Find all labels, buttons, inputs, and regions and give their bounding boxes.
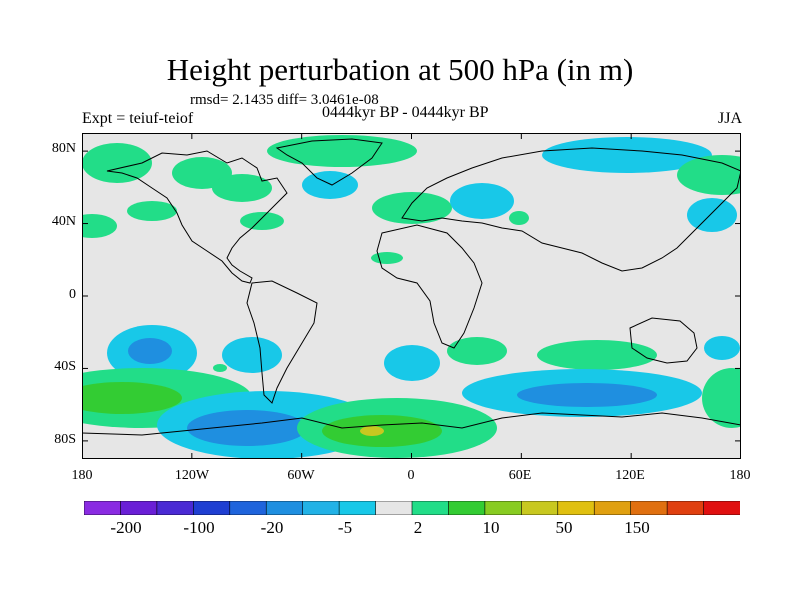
colorbar-cell [411,501,450,515]
anomaly-e-europe [450,183,514,219]
colorbar-cell [557,501,595,515]
colorbar-cell [448,501,486,515]
lon-label-180e: 180 [729,468,751,483]
colorbar-label-5: 10 [482,518,500,537]
colorbar-cell [703,501,740,515]
colorbar-cell [229,501,267,515]
anomaly-ne-pacific [127,201,177,221]
colorbar-cell [484,501,522,515]
anomaly-canada [212,174,272,202]
lon-label-60w: 60W [287,468,315,483]
anomaly-s-australia-core [517,383,657,407]
anomaly-arctic-siberia [542,137,712,173]
north-america-outline [106,150,288,284]
australia-outline [629,317,698,364]
lon-label-120w: 120W [174,468,210,483]
colorbar [84,501,740,515]
lon-label-0: 0 [407,468,415,483]
lon-label-60e: 60E [508,468,532,483]
anomaly-small-spot [213,364,227,372]
axis-ticks [82,133,741,459]
colorbar-cell [521,501,559,515]
greenland-outline [275,138,383,186]
colorbar-cell [630,501,668,515]
lat-label-0: 0 [69,287,76,302]
lon-label-180w: 180 [71,468,93,483]
colorbar-cell [593,501,632,515]
colorbar-label-7: 150 [624,518,650,537]
lat-label-80s: 80S [54,432,76,447]
coastlines [82,138,741,436]
anomaly-nz [704,336,740,360]
stats-label: rmsd= 2.1435 diff= 3.0461e-08 [190,92,379,108]
colorbar-label-2: -20 [260,518,284,537]
colorbar-label-1: -100 [183,518,215,537]
anomaly-sahara [371,252,403,264]
anomaly-far-east [677,155,741,195]
colorbar-cell [375,501,413,515]
south-america-outline [246,280,318,404]
anomaly-map [82,133,741,459]
anomaly-ross [702,368,741,428]
colorbar-cell [120,501,158,515]
anomaly-bering [82,143,152,183]
lat-label-40n: 40N [51,214,76,229]
anomaly-satlantic [384,345,440,381]
anomaly-us-east [240,212,284,230]
anomaly-southern-pacific-core [82,382,182,414]
colorbar-cell [193,501,231,515]
lon-label-120e: 120E [615,468,645,483]
colorbar-cell [302,501,340,515]
lat-label-80n: 80N [51,141,76,156]
experiment-label: Expt = teiuf-teiof [82,110,194,127]
anomaly-natlantic [302,171,358,199]
anomaly-chile [222,337,282,373]
colorbar-cell [338,501,377,515]
anomaly-drake-core [187,410,307,446]
colorbar-label-3: -5 [337,518,353,537]
map-title: Height perturbation at 500 hPa (in m) [166,52,634,87]
colorbar-label-0: -200 [110,518,142,537]
antarctica-outline [82,412,741,436]
colorbar-cell [265,501,304,515]
colorbar-label-4: 2 [413,518,423,537]
colorbar-cell [84,501,122,515]
colorbar-cell [156,501,194,515]
anomaly-s-africa [447,337,507,365]
anomaly-spacific-core [128,338,172,364]
lat-label-40s: 40S [54,359,76,374]
anomaly-npacific-west [82,214,117,238]
season-label: JJA [717,110,742,127]
anomaly-caspian [509,211,529,225]
colorbar-label-6: 50 [555,518,573,537]
anomaly-fields [82,135,741,459]
colorbar-cell [666,501,705,515]
anomaly-npacific [687,198,737,232]
anomaly-w-europe [372,192,452,224]
anomaly-s-indian [537,340,657,370]
anomaly-weddell-max [360,426,384,436]
period-label: 0444kyr BP - 0444kyr BP [322,104,489,121]
africa-outline [376,224,483,349]
eurasia-outline [401,147,741,272]
